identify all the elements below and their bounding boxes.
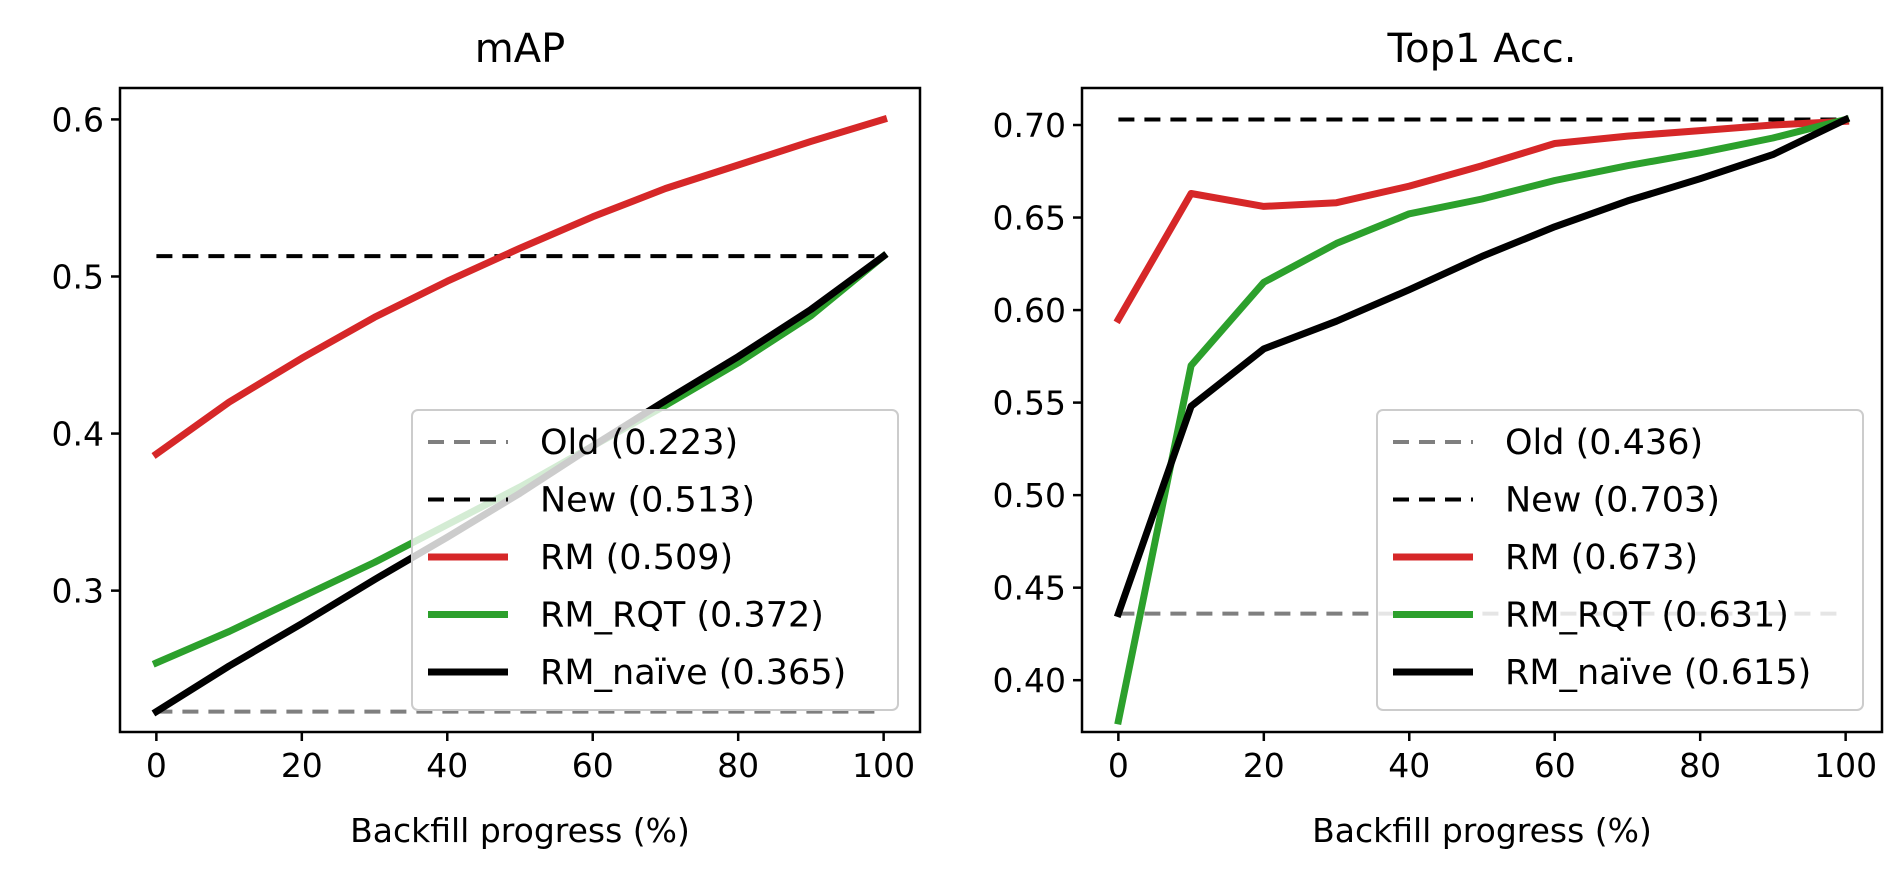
x-axis-label: Backfill progress (%) [1312, 811, 1652, 850]
series-line-4 [1113, 114, 1851, 619]
panel-map: mAP 0 20 40 60 80 100 0.3 0.4 0.5 0.6 Backfill prog… [52, 26, 922, 850]
x-tick-label: 20 [1243, 746, 1285, 785]
legend-entry-3: RM_RQT (0.372) [540, 596, 824, 636]
x-tick-label: 0 [1108, 746, 1129, 785]
legend-entry-0: Old (0.436) [1505, 423, 1703, 463]
y-tick-label: 0.50 [993, 476, 1066, 515]
legend-entry-1: New (0.513) [540, 481, 755, 521]
legend-entry-2: RM (0.509) [540, 538, 733, 578]
legend-box [411, 409, 899, 711]
panel-top1-acc: Top1 Acc. 0 20 40 60 80 100 0.40 0.45 0.50 0.55 0.6… [993, 26, 1884, 850]
legend: Old (0.223) New (0.513) RM (0.509) RM_RQT (… [411, 409, 899, 711]
series-line-3 [1114, 115, 1850, 726]
x-tick-label: 80 [717, 746, 759, 785]
axes-frame [1080, 86, 1884, 734]
axes-frame [118, 86, 922, 734]
y-tick-label: 0.4 [52, 415, 104, 454]
y-tick-label: 0.70 [993, 106, 1066, 145]
legend-entry-4: RM_naïve (0.365) [540, 653, 846, 693]
x-axis-label: Backfill progress (%) [350, 811, 690, 850]
legend-entry-0: Old (0.223) [540, 423, 738, 463]
y-tick-label: 0.55 [993, 384, 1066, 423]
x-tick-label: 20 [281, 746, 323, 785]
x-tick-label: 0 [146, 746, 167, 785]
y-tick-label: 0.40 [993, 661, 1066, 700]
x-tick-label: 100 [852, 746, 915, 785]
x-tick-label: 80 [1679, 746, 1721, 785]
chart-title: Top1 Acc. [1386, 26, 1576, 72]
legend-box [1376, 409, 1864, 711]
y-tick-label: 0.60 [993, 291, 1066, 330]
legend-entry-2: RM (0.673) [1505, 538, 1698, 578]
x-tick-label: 60 [1534, 746, 1576, 785]
legend-entry-3: RM_RQT (0.631) [1505, 596, 1789, 636]
chart-title: mAP [475, 26, 565, 72]
y-tick-label: 0.3 [52, 572, 104, 611]
y-tick-label: 0.5 [52, 257, 104, 296]
legend-entry-4: RM_naïve (0.615) [1505, 653, 1811, 693]
x-tick-label: 60 [572, 746, 614, 785]
y-tick-label: 0.65 [993, 199, 1066, 238]
series-line-2 [151, 115, 888, 459]
series-line-2 [1113, 117, 1850, 325]
y-tick-label: 0.45 [993, 569, 1066, 608]
x-tick-label: 100 [1814, 746, 1877, 785]
x-tick-label: 40 [426, 746, 468, 785]
y-tick-label: 0.6 [52, 100, 104, 139]
x-tick-label: 40 [1388, 746, 1430, 785]
legend: Old (0.436) New (0.703) RM (0.673) RM_RQT (… [1376, 409, 1864, 711]
legend-entry-1: New (0.703) [1505, 481, 1720, 521]
